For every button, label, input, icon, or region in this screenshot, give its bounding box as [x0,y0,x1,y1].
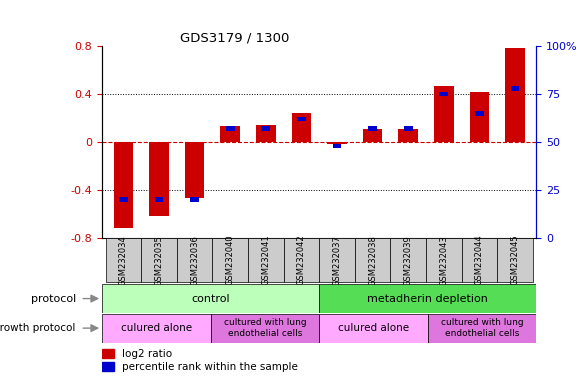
Bar [505,48,525,142]
Bar [226,126,234,131]
Text: GSM232034: GSM232034 [119,235,128,286]
Text: cultured with lung
endothelial cells: cultured with lung endothelial cells [441,318,524,338]
Bar [210,314,319,343]
Text: GSM232043: GSM232043 [440,235,448,286]
Text: GSM232042: GSM232042 [297,235,306,285]
Text: culured alone: culured alone [338,323,409,333]
Text: cultured with lung
endothelial cells: cultured with lung endothelial cells [224,318,306,338]
Bar [497,238,533,282]
Bar [297,117,306,121]
Text: GSM232045: GSM232045 [511,235,519,285]
Text: GSM232039: GSM232039 [403,235,413,286]
Bar [102,284,319,313]
Text: GSM232040: GSM232040 [226,235,235,285]
Bar [426,238,462,282]
Bar [106,238,141,282]
Bar [327,142,347,144]
Bar [177,238,212,282]
Bar [185,142,205,199]
Bar [248,238,283,282]
Text: percentile rank within the sample: percentile rank within the sample [122,362,297,372]
Text: GSM232036: GSM232036 [190,235,199,286]
Bar [511,86,519,91]
Bar [332,144,342,148]
Bar [256,125,276,142]
Bar [102,314,210,343]
Bar [149,142,168,217]
Text: GSM232035: GSM232035 [154,235,163,286]
Bar [102,349,114,358]
Text: GSM232037: GSM232037 [332,235,342,286]
Bar [261,126,271,131]
Bar [102,362,114,371]
Bar [292,113,311,142]
Bar [154,197,163,202]
Bar [470,92,489,142]
Text: GDS3179 / 1300: GDS3179 / 1300 [180,32,290,45]
Text: GSM232044: GSM232044 [475,235,484,285]
Bar [319,314,428,343]
Bar [368,126,377,131]
Bar [363,129,382,142]
Text: culured alone: culured alone [121,323,192,333]
Bar [391,238,426,282]
Text: growth protocol: growth protocol [0,323,76,333]
Bar [283,238,319,282]
Bar [428,314,536,343]
Bar [434,86,454,142]
Bar [141,238,177,282]
Bar [355,238,391,282]
Bar [475,111,484,116]
Text: metadherin depletion: metadherin depletion [367,293,488,304]
Text: protocol: protocol [30,293,76,304]
Text: GSM232038: GSM232038 [368,235,377,286]
Bar [398,129,418,142]
Bar [220,126,240,142]
Bar [404,126,413,131]
Text: GSM232041: GSM232041 [261,235,271,285]
Bar [440,92,448,96]
Text: control: control [191,293,230,304]
Bar [190,197,199,202]
Bar [319,284,536,313]
Bar [119,197,128,202]
Bar [319,238,355,282]
Bar [212,238,248,282]
Bar [462,238,497,282]
Bar [114,142,133,228]
Text: log2 ratio: log2 ratio [122,349,172,359]
